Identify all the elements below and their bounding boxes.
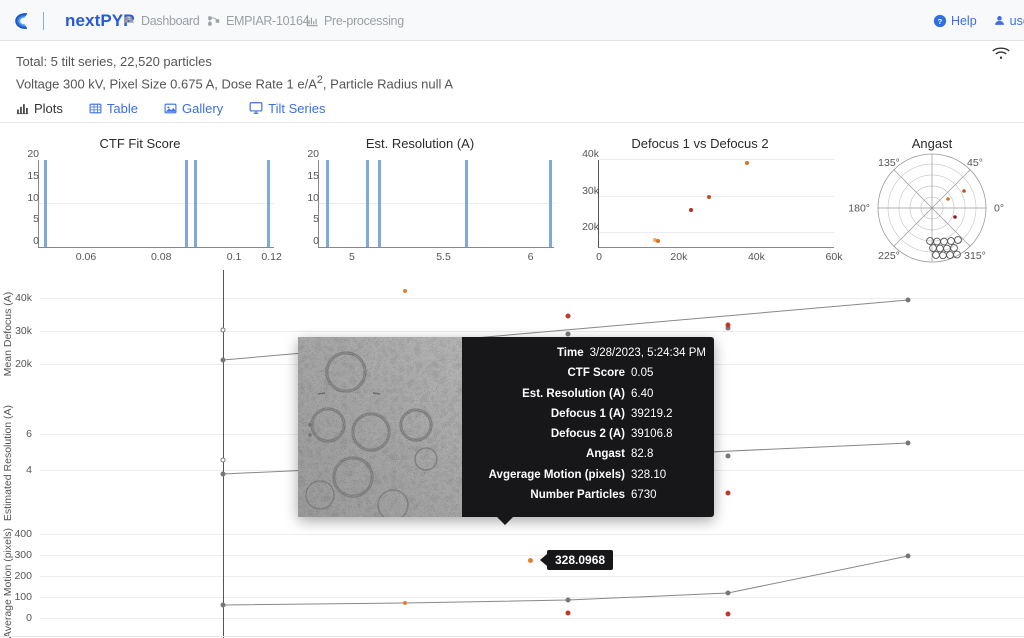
svg-text:135°: 135° bbox=[878, 157, 900, 169]
svg-text:225°: 225° bbox=[878, 250, 900, 262]
svg-text:90°: 90° bbox=[924, 150, 940, 151]
svg-text:?: ? bbox=[938, 16, 943, 25]
svg-text:45°: 45° bbox=[967, 157, 983, 169]
svg-text:180°: 180° bbox=[848, 203, 870, 215]
svg-text:0°: 0° bbox=[994, 203, 1004, 215]
svg-text:315°: 315° bbox=[964, 250, 986, 262]
